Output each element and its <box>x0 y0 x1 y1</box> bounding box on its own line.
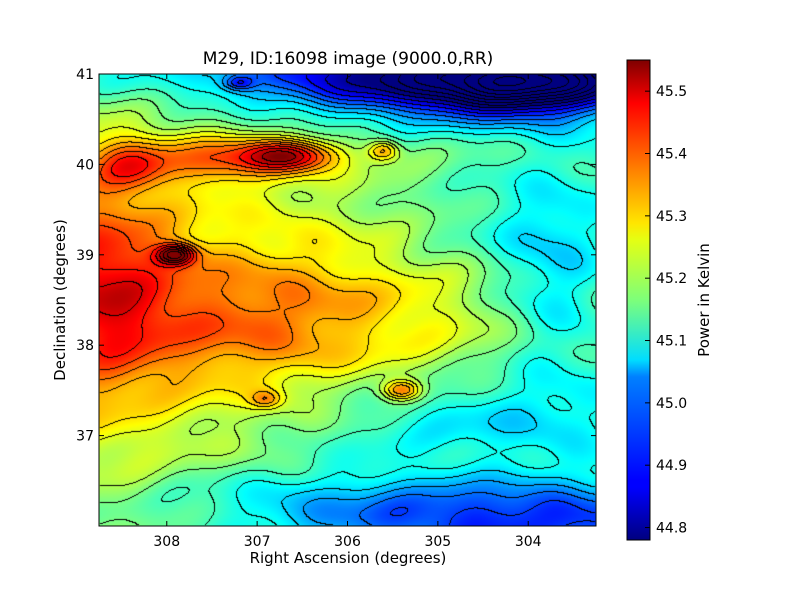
heatmap-canvas <box>99 74 596 526</box>
y-tick-label: 39 <box>76 248 94 264</box>
x-axis-title: Right Ascension (degrees) <box>250 549 447 567</box>
x-tick-label: 305 <box>424 534 451 550</box>
colorbar-tick-label: 45.1 <box>656 334 687 350</box>
x-tick-label: 308 <box>153 534 180 550</box>
y-axis: 37 38 39 40 41 <box>76 67 596 445</box>
x-axis: 308 307 306 305 304 <box>153 74 542 550</box>
y-tick-label: 40 <box>76 157 94 173</box>
colorbar-tick-label: 45.4 <box>656 147 687 163</box>
colorbar-tick-label: 44.8 <box>656 521 687 537</box>
colorbar: 44.8 44.9 45.0 45.1 45.2 45.3 45.4 45.5 Power i… <box>626 59 713 541</box>
colorbar-title: Power in Kelvin <box>695 243 713 357</box>
y-tick-label: 37 <box>76 429 94 445</box>
y-tick-label: 38 <box>76 338 94 354</box>
colorbar-tick-label: 45.0 <box>656 396 687 412</box>
y-tick-label: 41 <box>76 67 94 83</box>
x-tick-label: 307 <box>244 534 271 550</box>
chart-title: M29, ID:16098 image (9000.0,RR) <box>203 49 494 69</box>
colorbar-ticks: 44.8 44.9 45.0 45.1 45.2 45.3 45.4 45.5 <box>645 84 687 537</box>
colorbar-gradient <box>626 59 651 541</box>
x-tick-label: 304 <box>515 534 542 550</box>
x-tick-label: 306 <box>334 534 361 550</box>
y-axis-title: Declination (degrees) <box>51 219 69 381</box>
colorbar-tick-label: 44.9 <box>656 458 687 474</box>
colorbar-tick-label: 45.2 <box>656 271 687 287</box>
colorbar-tick-label: 45.3 <box>656 209 687 225</box>
plot-area <box>98 73 597 527</box>
colorbar-tick-label: 45.5 <box>656 84 687 100</box>
